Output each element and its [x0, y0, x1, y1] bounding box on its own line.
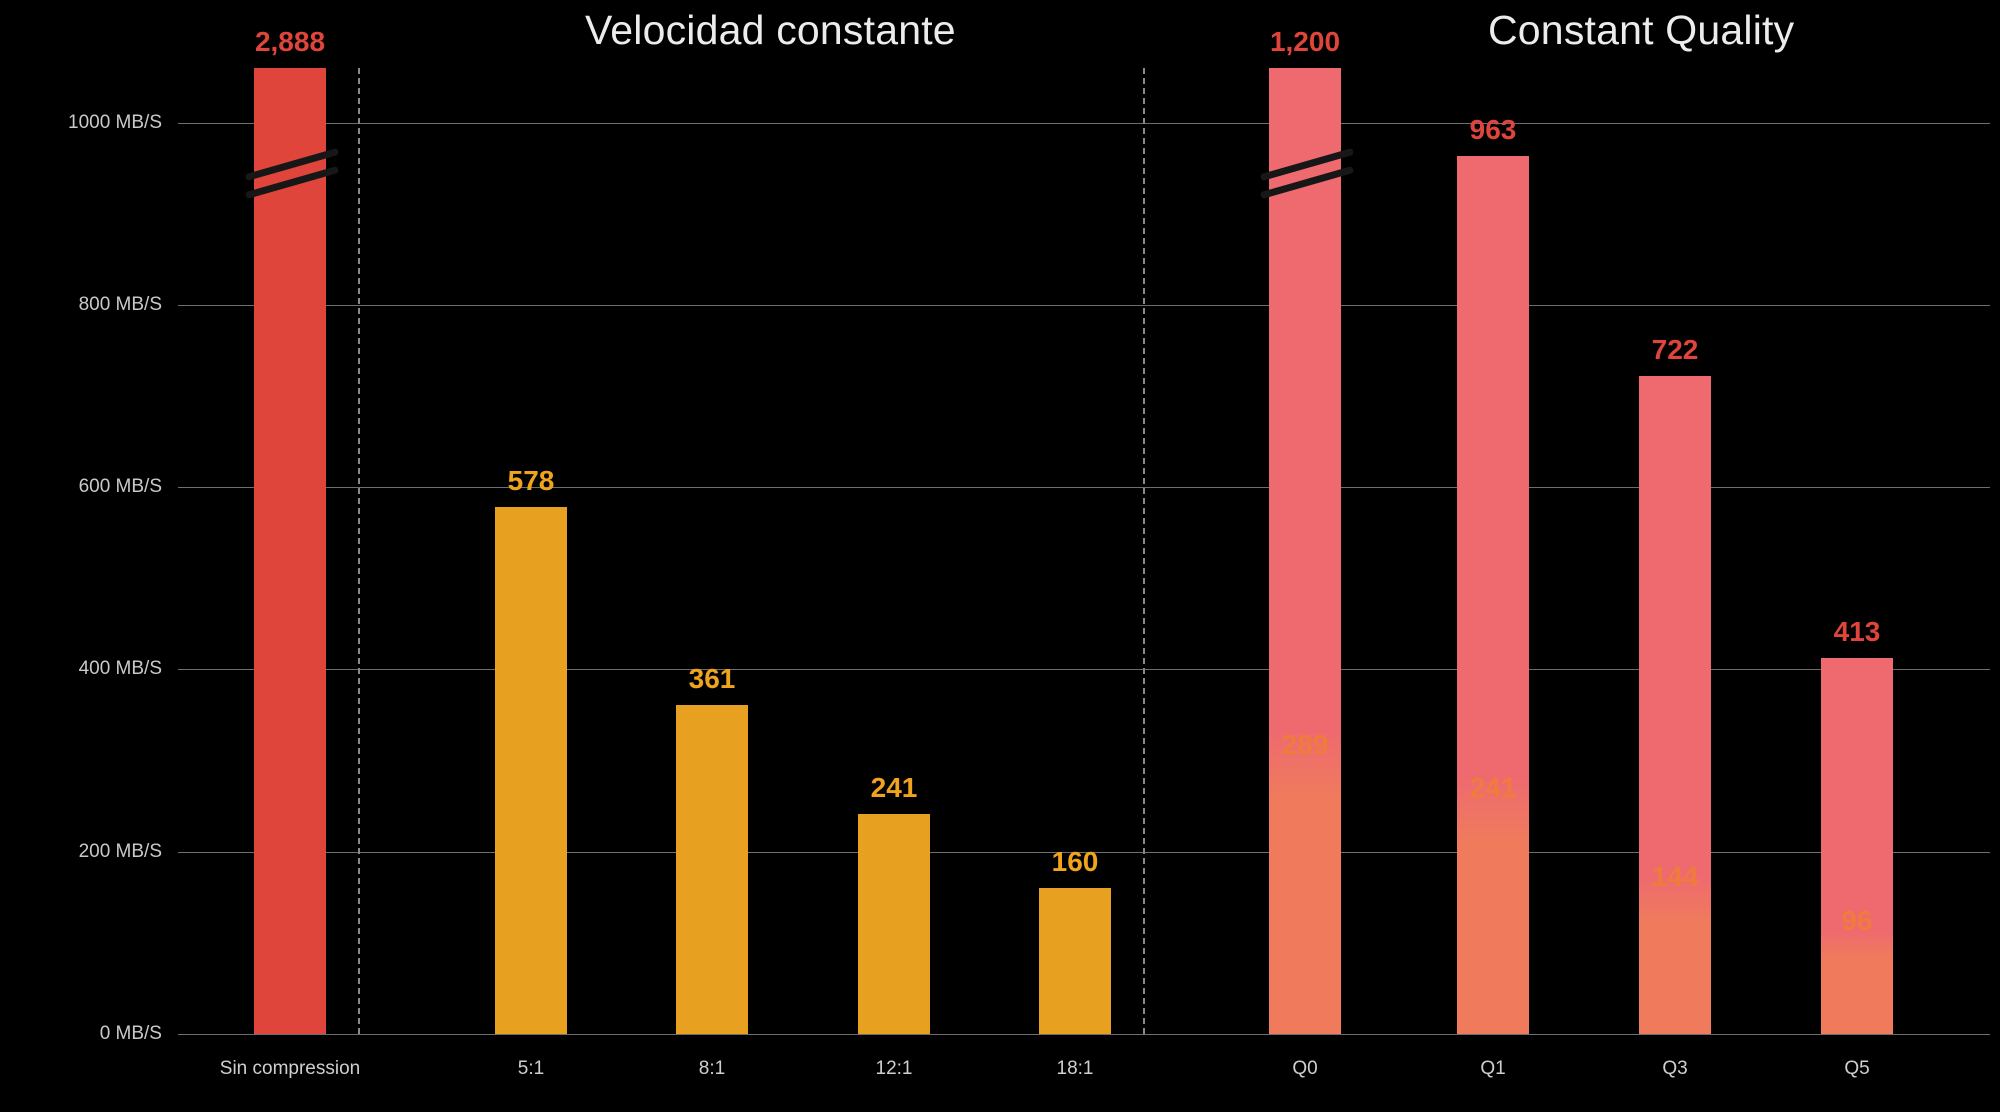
x-axis-label: Q3 [1662, 1058, 1688, 1079]
bar-q3[interactable] [1639, 376, 1711, 1034]
bar-segment [495, 507, 567, 1034]
gridline [178, 669, 1990, 671]
chart-title-right: Constant Quality [1488, 7, 1795, 53]
x-axis-label: 8:1 [698, 1058, 726, 1079]
plot-area: 1000 MB/S 800 MB/S 600 MB/S 400 MB/S 200 MB/… [68, 26, 1990, 1044]
y-axis-tick: 200 MB/S [78, 840, 162, 862]
bar-segment [1269, 68, 1341, 1034]
x-axis-label: Q5 [1844, 1058, 1870, 1079]
bar-subvalue-label: 144 [1651, 860, 1699, 892]
bar-value-label: 160 [1051, 846, 1099, 878]
x-axis-label: Q0 [1292, 1058, 1318, 1079]
y-axis-tick: 800 MB/S [78, 293, 162, 315]
bar-q0[interactable] [1269, 68, 1341, 1034]
bar-value-label: 241 [870, 772, 918, 804]
bar-value-label: 963 [1469, 114, 1517, 146]
bar-value-label: 361 [688, 663, 736, 694]
gridline [178, 487, 1990, 489]
bar-5-1[interactable] [495, 507, 567, 1034]
x-axis-label: 12:1 [875, 1058, 913, 1079]
bar-subvalue-label: 241 [1469, 772, 1517, 804]
chart-title-left: Velocidad constante [585, 7, 956, 53]
gridline [178, 1034, 1990, 1035]
axis-break-icon [1253, 143, 1355, 203]
bar-subvalue-label: 289 [1281, 728, 1329, 760]
group-divider [358, 68, 360, 1034]
bar-subvalue-label: 96 [1841, 904, 1873, 936]
bar-value-label: 413 [1833, 615, 1881, 647]
x-axis-label: 5:1 [517, 1058, 545, 1079]
bar-segment [1639, 376, 1711, 1034]
bar-segment [858, 814, 930, 1034]
gridline [178, 851, 1990, 853]
axis-break-icon [238, 143, 340, 203]
y-axis-tick: 600 MB/S [78, 476, 162, 498]
bar-segment [1457, 156, 1529, 1034]
bar-segment [1821, 657, 1893, 1034]
bar-18-1[interactable] [1039, 888, 1111, 1034]
gridline [178, 122, 1990, 124]
bar-value-label: 722 [1651, 334, 1699, 366]
bar-segment [676, 705, 748, 1034]
x-axis-label: Sin compression [219, 1058, 361, 1079]
bar-value-label: 1,200 [1269, 26, 1341, 57]
y-axis-tick: 1000 MB/S [68, 111, 162, 133]
bar-segment [1039, 888, 1111, 1034]
bar-8-1[interactable] [676, 705, 748, 1034]
bar-sin-compression[interactable] [254, 68, 326, 1034]
bar-value-label: 578 [507, 465, 555, 497]
bar-segment [254, 68, 326, 1034]
x-axis-label: Q1 [1480, 1058, 1506, 1079]
bar-value-label: 2,888 [254, 26, 326, 57]
y-axis-tick: 0 MB/S [99, 1023, 162, 1044]
bar-q1[interactable] [1457, 156, 1529, 1034]
gridline [178, 304, 1990, 306]
bar-q5[interactable] [1821, 657, 1893, 1034]
x-axis-label: 18:1 [1056, 1058, 1094, 1079]
bar-12-1[interactable] [858, 814, 930, 1034]
group-divider [1143, 68, 1145, 1034]
y-axis-tick: 400 MB/S [78, 658, 162, 680]
